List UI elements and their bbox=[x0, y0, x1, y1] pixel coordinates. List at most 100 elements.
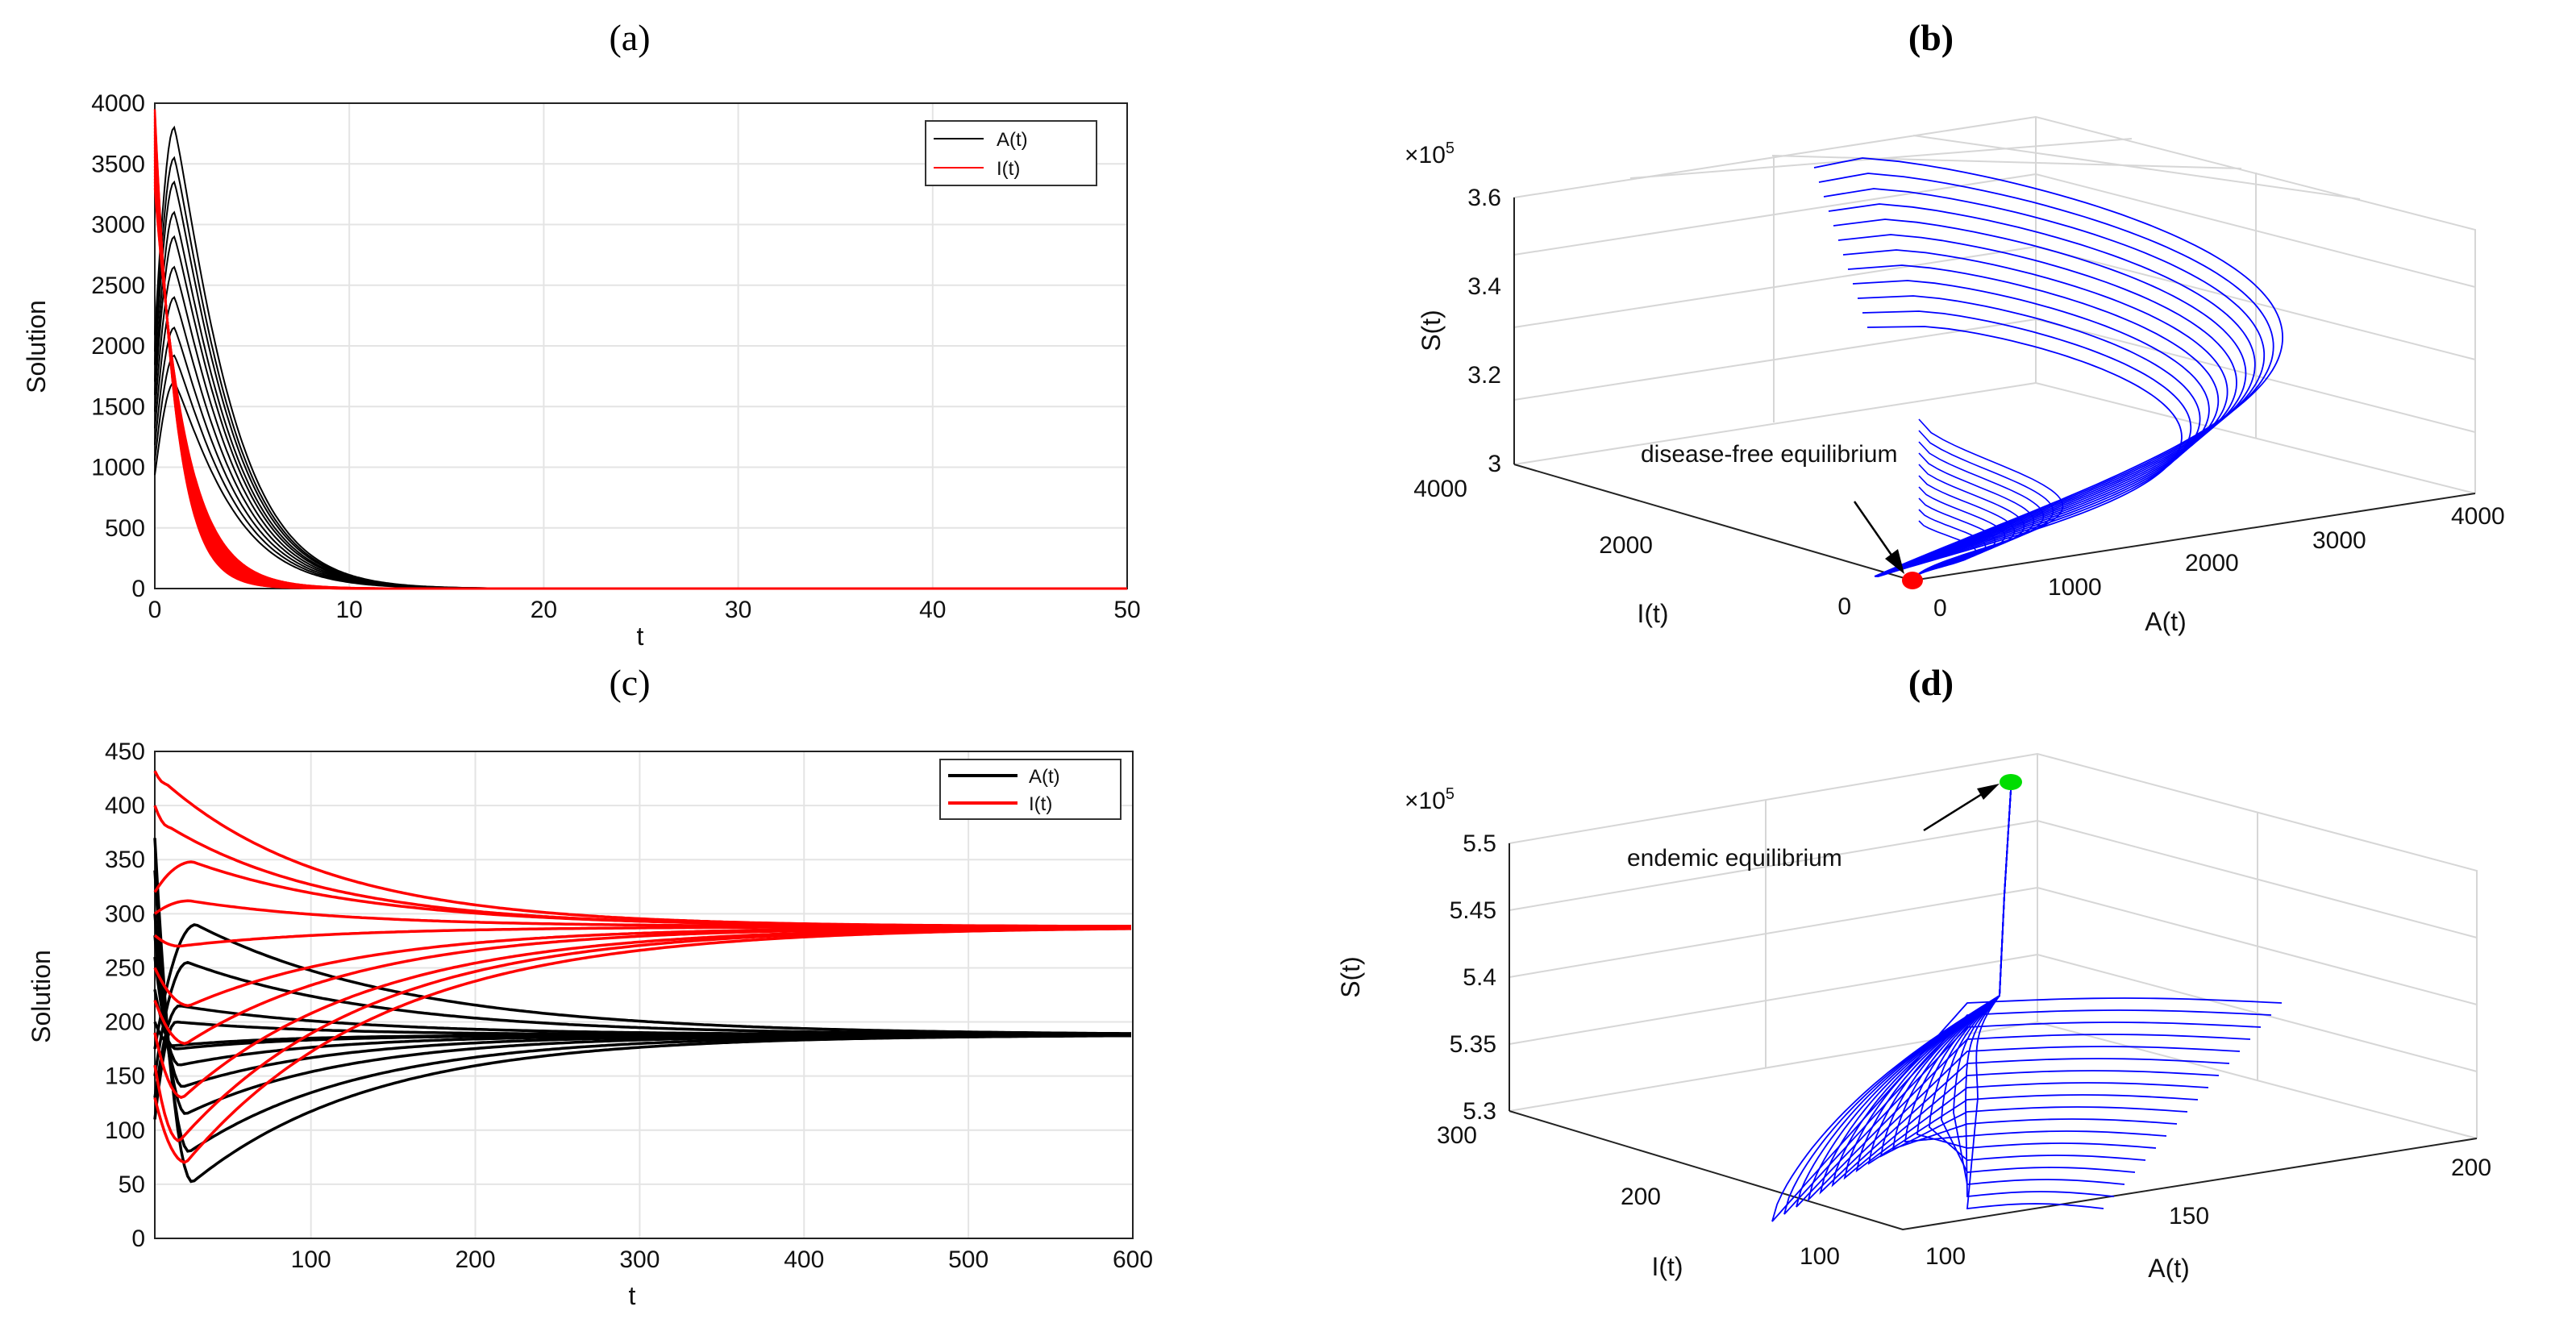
panel-a-series-I-line bbox=[153, 147, 1127, 590]
panel-a: (a) 0 10 20 30 40 50 0 500 1000 1500 2000 2500 3000… bbox=[22, 17, 1141, 651]
panel-d-trajectory bbox=[1891, 789, 2178, 1150]
panel-b-ztick: 3.2 bbox=[1467, 362, 1501, 389]
panel-d-ztick: 5.5 bbox=[1463, 830, 1496, 857]
panel-a-series-I-line bbox=[153, 165, 1127, 590]
panel-a-series-I-line bbox=[153, 125, 1127, 590]
panel-d-equilibrium-marker bbox=[2000, 774, 2022, 790]
panel-b: (b) 3 3.2 3.4 3.6 bbox=[1405, 17, 2505, 636]
panel-b-3d-box bbox=[1513, 115, 2476, 494]
panel-c-ytick: 0 bbox=[131, 1225, 145, 1252]
panel-b-inner-trajectory bbox=[1915, 520, 1977, 577]
panel-d-trajectory bbox=[1916, 789, 2157, 1149]
panel-a-series-I-line bbox=[153, 109, 1127, 590]
panel-b-xtick: 0 bbox=[1933, 595, 1947, 622]
panel-a-ytick: 1000 bbox=[91, 455, 145, 481]
panel-a-series-A-line bbox=[154, 125, 1126, 589]
panel-a-ylabel: Solution bbox=[22, 300, 51, 393]
panel-b-xtick: 3000 bbox=[2312, 527, 2366, 554]
panel-d-ztick: 5.35 bbox=[1450, 1031, 1496, 1058]
panel-a-series-A-line bbox=[154, 156, 1126, 589]
panel-d-trajectory bbox=[1929, 789, 2146, 1161]
panel-a-series-I-line bbox=[153, 119, 1127, 590]
panel-a-series-I-line bbox=[153, 134, 1127, 590]
panel-a-ytick: 2000 bbox=[91, 333, 145, 360]
panel-c-legend-I: I(t) bbox=[1029, 793, 1052, 815]
panel-a-series-I-line bbox=[153, 162, 1127, 590]
panel-b-ztick: 3 bbox=[1488, 451, 1501, 477]
panel-a-legend-I: I(t) bbox=[997, 158, 1020, 180]
panel-c-series-A-line bbox=[153, 935, 1131, 1088]
panel-b-trajectory bbox=[1852, 280, 2210, 577]
panel-c-ytick: 100 bbox=[105, 1117, 145, 1144]
panel-a-series-A-line bbox=[154, 296, 1126, 589]
panel-a-series-I-line bbox=[153, 156, 1127, 590]
panel-b-ytick: 4000 bbox=[1413, 476, 1467, 502]
panel-d-trajectory bbox=[1796, 789, 2262, 1208]
panel-b-zscale: ×105 bbox=[1405, 139, 1454, 169]
panel-d-trajectory bbox=[1965, 789, 2115, 1197]
panel-a-series-I-line bbox=[153, 115, 1127, 590]
panel-c-series-A-line bbox=[153, 923, 1131, 1050]
panel-c-ylabel: Solution bbox=[27, 950, 56, 1043]
panel-a-xtick: 50 bbox=[1113, 597, 1140, 623]
panel-b-trajectory bbox=[1847, 264, 2220, 577]
panel-a-ytick: 500 bbox=[105, 515, 145, 542]
panel-d-trajectory bbox=[1843, 789, 2220, 1180]
panel-a-ytick: 1500 bbox=[91, 393, 145, 420]
panel-b-ytick: 2000 bbox=[1599, 532, 1653, 559]
panel-c-xtick: 600 bbox=[1113, 1246, 1153, 1273]
panel-c-xlabel: t bbox=[629, 1281, 636, 1310]
panel-c-series-I-line bbox=[153, 805, 1131, 928]
panel-a-series-A-line bbox=[154, 381, 1126, 589]
panel-c-ytick: 200 bbox=[105, 1009, 145, 1036]
panel-a-xtick: 10 bbox=[336, 597, 363, 623]
panel-a-series-I-line bbox=[153, 178, 1127, 590]
panel-d-annotation-arrowhead bbox=[1977, 784, 2000, 800]
panel-c-ytick: 50 bbox=[119, 1171, 145, 1198]
panel-a-xlabel: t bbox=[637, 622, 644, 651]
panel-d-annotation: endemic equilibrium bbox=[1627, 845, 1842, 872]
panel-d-zlabel: S(t) bbox=[1336, 956, 1365, 998]
panel-b-trajectory bbox=[1866, 326, 2183, 577]
panel-a-series-I-line bbox=[153, 122, 1127, 590]
panel-c-ytick: 400 bbox=[105, 793, 145, 819]
panel-c-ytick: 350 bbox=[105, 847, 145, 873]
panel-b-trajectory bbox=[1828, 203, 2256, 577]
panel-d-trajectory bbox=[1953, 789, 2125, 1185]
panel-d-annotation-arrow bbox=[1923, 788, 1989, 832]
panel-b-trajectory bbox=[1862, 310, 2192, 577]
panel-b-ztick: 3.6 bbox=[1467, 185, 1501, 211]
panel-c-ytick: 300 bbox=[105, 901, 145, 927]
panel-c-ytick: 250 bbox=[105, 955, 145, 981]
panel-b-trajectory bbox=[1813, 157, 2284, 577]
panel-b-floor-axes bbox=[1513, 464, 2476, 582]
panel-c-ytick: 450 bbox=[105, 739, 145, 765]
panel-b-xticks: 0 1000 2000 3000 4000 bbox=[1933, 503, 2505, 622]
panel-a-ytick: 3000 bbox=[91, 212, 145, 239]
panel-d-ztick: 5.3 bbox=[1463, 1098, 1496, 1125]
panel-c-ytick: 150 bbox=[105, 1063, 145, 1090]
panel-a-xtick: 30 bbox=[725, 597, 751, 623]
panel-d-trajectory bbox=[1831, 789, 2230, 1188]
panel-c-xtick: 300 bbox=[619, 1246, 660, 1273]
panel-c-title: (c) bbox=[609, 662, 650, 703]
panel-a-series-I-line bbox=[153, 131, 1127, 590]
panel-d-floor-axes bbox=[1509, 1110, 2478, 1231]
panel-a-ytick: 2500 bbox=[91, 273, 145, 299]
panel-d-trajectory bbox=[1771, 789, 2283, 1222]
panel-b-trajectory bbox=[1833, 218, 2247, 577]
panel-d-3d-box bbox=[1509, 752, 2478, 1139]
panel-a-series-I-line bbox=[153, 153, 1127, 590]
panel-d-xlabel: A(t) bbox=[2148, 1254, 2190, 1283]
panel-d-trajectory bbox=[1904, 789, 2167, 1142]
panel-c-series-A-line bbox=[153, 956, 1131, 1067]
panel-a-xtick: 40 bbox=[919, 597, 946, 623]
panel-d-title: (d) bbox=[1908, 662, 1954, 703]
panel-b-trajectory bbox=[1823, 188, 2266, 577]
panel-a-series-I-line bbox=[153, 169, 1127, 590]
panel-d-trajectory bbox=[1819, 789, 2241, 1195]
panel-b-yticks: 4000 2000 0 bbox=[1413, 476, 1851, 620]
panel-c-series-A-line bbox=[153, 913, 1131, 1115]
panel-b-trajectory bbox=[1837, 234, 2237, 577]
panel-a-xtick: 0 bbox=[148, 597, 162, 623]
